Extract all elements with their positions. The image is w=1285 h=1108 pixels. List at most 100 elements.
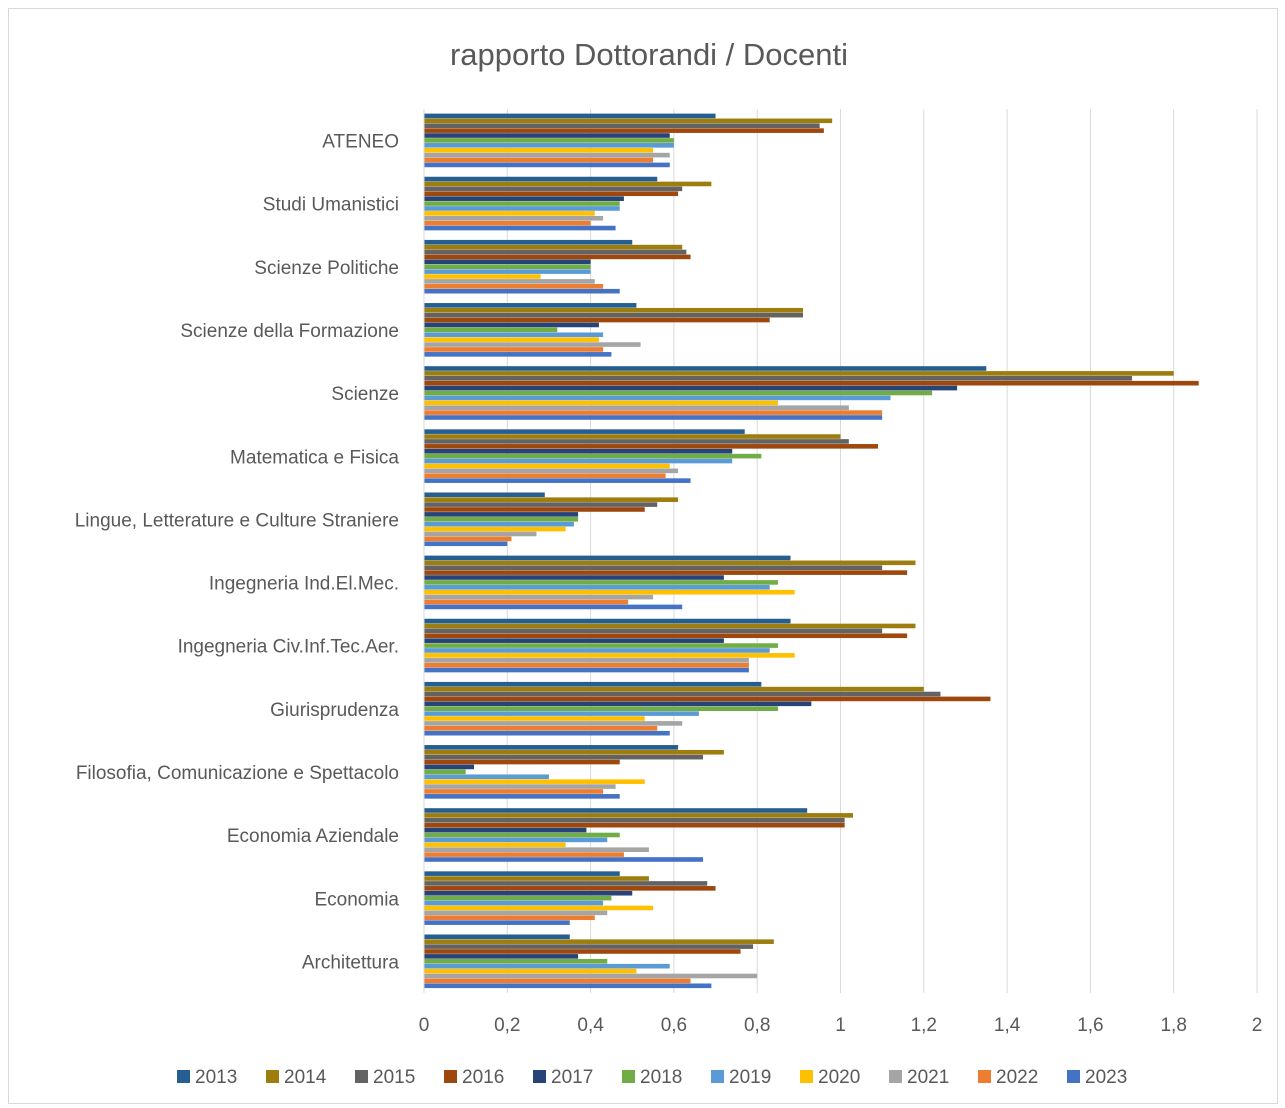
bar xyxy=(424,162,670,168)
bar xyxy=(424,623,916,629)
bar xyxy=(424,342,641,347)
category-label: ATENEO xyxy=(322,132,399,153)
bar xyxy=(424,516,579,522)
legend-label: 2017 xyxy=(551,1067,593,1088)
bar xyxy=(424,312,804,318)
bar xyxy=(424,565,883,571)
bar xyxy=(424,206,620,211)
legend-label: 2019 xyxy=(729,1067,771,1088)
bar xyxy=(424,541,508,547)
category-label: Scienze Politiche xyxy=(254,258,399,279)
bar xyxy=(424,633,908,639)
bar xyxy=(424,259,591,265)
bar xyxy=(424,934,570,940)
bar xyxy=(424,390,933,396)
bar xyxy=(424,954,579,959)
bar xyxy=(424,555,791,561)
bar xyxy=(424,784,616,789)
legend-label: 2023 xyxy=(1085,1067,1127,1088)
bar xyxy=(424,696,991,702)
bar xyxy=(424,332,604,338)
bar xyxy=(424,512,579,517)
bar xyxy=(424,352,612,357)
bar xyxy=(424,284,604,289)
bar xyxy=(424,944,754,949)
bar xyxy=(424,366,987,371)
bar xyxy=(424,749,724,755)
bar xyxy=(424,681,762,687)
bar xyxy=(424,211,595,216)
legend-swatch xyxy=(978,1070,991,1083)
bar xyxy=(424,949,741,954)
bar xyxy=(424,560,916,566)
bar xyxy=(424,521,574,527)
bar xyxy=(424,730,670,736)
bar xyxy=(424,225,616,231)
bar xyxy=(424,667,749,673)
bar xyxy=(424,686,924,692)
bar xyxy=(424,463,670,469)
bar xyxy=(424,895,612,901)
bar xyxy=(424,254,691,260)
category-label: Scienze della Formazione xyxy=(180,321,399,342)
bar xyxy=(424,822,845,828)
category-label: Studi Umanistici xyxy=(263,195,399,216)
bar xyxy=(424,385,958,391)
bar xyxy=(424,808,808,813)
bar xyxy=(424,813,853,818)
bar xyxy=(424,478,691,483)
x-tick-label: 1,2 xyxy=(911,1015,937,1036)
bar xyxy=(424,152,670,158)
bar xyxy=(424,123,820,129)
bar xyxy=(424,983,712,989)
x-tick-label: 1 xyxy=(835,1015,846,1036)
bar xyxy=(424,405,849,410)
category-label: Scienze xyxy=(331,384,399,405)
bar xyxy=(424,779,645,784)
bar xyxy=(424,239,633,245)
bar xyxy=(424,876,649,881)
bar xyxy=(424,196,624,201)
bar xyxy=(424,857,704,862)
legend-swatch xyxy=(800,1070,813,1083)
category-label: Ingegneria Civ.Inf.Tec.Aer. xyxy=(178,637,399,658)
bar xyxy=(424,721,683,726)
category-label: Giurisprudenza xyxy=(270,700,399,721)
bar xyxy=(424,832,620,838)
bar xyxy=(424,920,570,925)
legend-label: 2021 xyxy=(907,1067,949,1088)
bar xyxy=(424,706,779,712)
bar xyxy=(424,701,812,707)
bar xyxy=(424,186,683,192)
legend-swatch xyxy=(355,1070,368,1083)
bar xyxy=(424,890,633,896)
bar xyxy=(424,939,774,944)
bar xyxy=(424,774,549,780)
legend-label: 2020 xyxy=(818,1067,860,1088)
legend-swatch xyxy=(266,1070,279,1083)
bar xyxy=(424,789,604,794)
x-tick-label: 2 xyxy=(1252,1015,1263,1036)
bar xyxy=(424,653,795,658)
bar xyxy=(424,657,749,663)
bar xyxy=(424,497,679,502)
bar xyxy=(424,143,674,148)
bar xyxy=(424,473,666,479)
chart-title: rapporto Dottorandi / Docenti xyxy=(450,37,848,72)
bar xyxy=(424,794,620,799)
bar xyxy=(424,468,679,474)
legend-swatch xyxy=(889,1070,902,1083)
legend-swatch xyxy=(533,1070,546,1083)
bar xyxy=(424,905,654,911)
bar xyxy=(424,847,649,852)
legend-label: 2014 xyxy=(284,1067,327,1088)
bar xyxy=(424,415,883,420)
bar xyxy=(424,458,733,464)
legend: 2013 2014 2015 2016 2017 2018 2019 2020 2021 2022… xyxy=(177,1067,1127,1088)
bar xyxy=(424,594,654,600)
bar xyxy=(424,978,691,984)
x-tick-label: 0,6 xyxy=(661,1015,687,1036)
bar xyxy=(424,279,595,284)
